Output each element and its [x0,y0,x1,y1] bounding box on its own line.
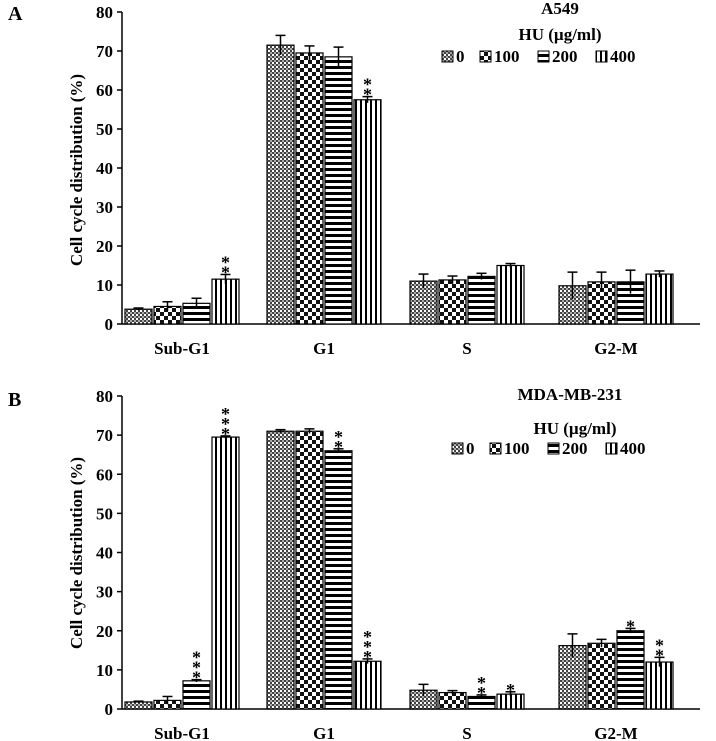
bar-S-200 [467,275,496,325]
significance-marker: *** [221,404,230,444]
legend-swatch-100 [489,442,502,455]
y-axis-label: Cell cycle distribution (%) [67,74,86,266]
x-tick-label: Sub-G1 [154,724,210,741]
bar-Sub-G1-400 [211,278,240,325]
legend-title: HU (µg/ml) [534,419,617,438]
chart-title: A549 [541,0,579,18]
bar-G1-200 [324,56,353,325]
bar-G1-100 [295,430,324,710]
x-tick-label: G2-M [594,339,637,358]
legend-swatch-100 [479,50,492,63]
legend-swatch-200 [537,50,550,63]
chart-title: MDA-MB-231 [518,385,623,404]
y-tick-label: 40 [96,544,113,563]
bar-G2-M-400 [645,273,674,325]
legend-label: 0 [466,439,475,458]
y-tick-label: 60 [96,81,113,100]
legend-label: 0 [456,47,465,66]
bar-S-100 [438,279,467,325]
y-tick-label: 50 [96,120,113,139]
legend-label: 400 [620,439,646,458]
y-tick-label: 30 [96,198,113,217]
significance-marker: ** [363,75,372,105]
y-tick-label: 30 [96,583,113,602]
y-tick-label: 50 [96,504,113,523]
x-tick-label: Sub-G1 [154,339,210,358]
y-tick-label: 10 [96,276,113,295]
x-tick-label: G2-M [594,724,637,741]
x-tick-label: S [462,339,471,358]
y-tick-label: 10 [96,661,113,680]
significance-marker: ** [334,427,343,457]
bar-G2-M-400 [645,661,674,710]
significance-marker: ** [477,673,486,703]
y-tick-label: 40 [96,159,113,178]
bar-Sub-G1-0 [124,701,153,710]
y-axis-label: Cell cycle distribution (%) [67,457,86,649]
y-tick-label: 0 [105,315,114,334]
legend-swatch-0 [451,442,464,455]
bar-G1-400 [353,99,382,325]
bar-G1-0 [266,430,295,710]
y-tick-label: 80 [96,3,113,22]
x-tick-label: S [462,724,471,741]
legend: 0 100 200 400 [441,47,636,66]
legend: 0 100 200 400 [451,439,646,458]
legend-label: 200 [562,439,588,458]
y-tick-label: 20 [96,622,113,641]
x-tick-label: G1 [313,339,335,358]
bar-S-100 [438,691,467,710]
bar-G1-400 [353,660,382,710]
y-tick-label: 20 [96,237,113,256]
significance-marker: ** [655,635,664,665]
significance-marker: * [506,680,515,700]
y-tick-label: 60 [96,465,113,484]
bar-S-400 [496,264,525,325]
legend-label: 100 [494,47,520,66]
bar-G1-0 [266,44,295,325]
bar-G1-200 [324,450,353,710]
significance-marker: *** [363,627,372,667]
legend-title: HU (µg/ml) [519,25,602,44]
panel-letter: B [8,389,21,411]
y-tick-label: 80 [96,387,113,406]
legend-swatch-400 [605,442,618,455]
bar-G1-100 [295,52,324,325]
y-tick-label: 70 [96,42,113,61]
legend-label: 100 [504,439,530,458]
bar-G2-M-200 [616,630,645,710]
plot-area: 0 10 20 30 40 50 60 70 80 Sub-G1 G1 S G2-M ** ** [96,3,700,358]
legend-label: 200 [552,47,578,66]
panel-letter: A [8,3,23,25]
y-tick-label: 70 [96,426,113,445]
significance-marker: * [626,616,635,636]
panel-a: A A549 HU (µg/ml) Cell cycle distributio… [8,0,700,358]
x-tick-label: G1 [313,724,335,741]
significance-marker: ** [221,252,230,282]
panel-b: B MDA-MB-231 HU (µg/ml) Cell cycle distr… [8,385,700,741]
legend-label: 400 [610,47,636,66]
bar-G2-M-100 [587,642,616,710]
y-tick-label: 0 [105,700,114,719]
legend-swatch-400 [595,50,608,63]
bar-Sub-G1-0 [124,308,153,325]
significance-marker: *** [192,648,201,688]
legend-swatch-200 [547,442,560,455]
bar-Sub-G1-400 [211,436,240,710]
legend-swatch-0 [441,50,454,63]
